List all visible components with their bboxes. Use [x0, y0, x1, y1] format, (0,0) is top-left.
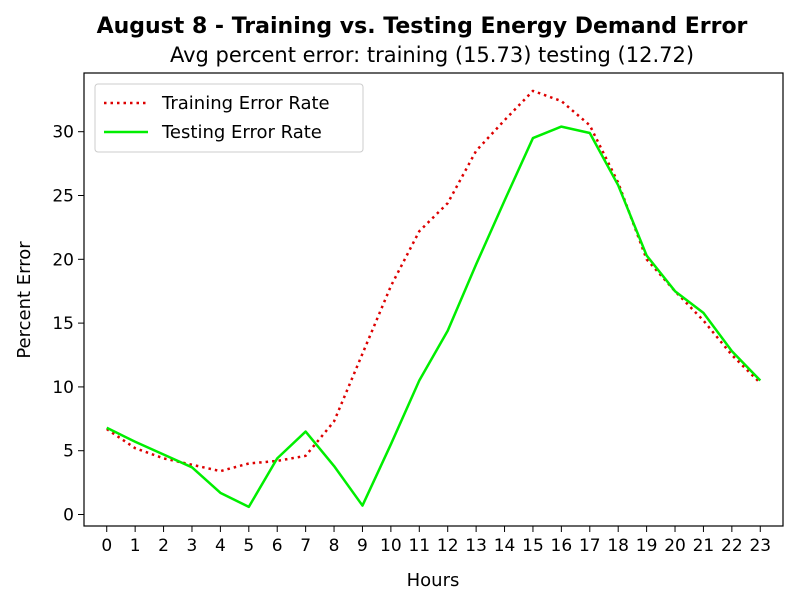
x-tick-label: 9	[357, 536, 368, 556]
y-tick-label: 20	[52, 250, 74, 270]
legend-label-training: Training Error Rate	[161, 93, 330, 114]
y-tick-label: 25	[52, 187, 74, 207]
x-tick-label: 16	[551, 536, 573, 556]
x-axis: 0 1 2 3 4 5 6 7 8 9 10 11 12 13 14 15 16 17 18 19 20 21 22 23	[101, 526, 771, 556]
x-axis-label: Hours	[407, 570, 460, 591]
y-tick-label: 5	[63, 442, 74, 462]
x-tick-label: 21	[693, 536, 715, 556]
x-tick-label: 18	[607, 536, 629, 556]
y-axis-label: Percent Error	[14, 241, 35, 359]
x-tick-label: 19	[636, 536, 658, 556]
x-tick-label: 8	[329, 536, 340, 556]
series-layer	[106, 89, 762, 509]
x-tick-label: 14	[494, 536, 516, 556]
legend-label-testing: Testing Error Rate	[161, 122, 322, 143]
y-axis: 0 5 10 15 20 25 30	[52, 123, 84, 526]
y-tick-label: 10	[52, 378, 74, 398]
chart-subtitle: Avg percent error: training (15.73) test…	[170, 43, 694, 67]
chart-title: August 8 - Training vs. Testing Energy D…	[97, 14, 748, 39]
x-tick-label: 23	[749, 536, 771, 556]
x-tick-label: 5	[243, 536, 254, 556]
x-tick-label: 13	[465, 536, 487, 556]
x-tick-label: 10	[380, 536, 402, 556]
series-line-0	[106, 89, 762, 473]
y-tick-label: 0	[63, 506, 74, 526]
x-tick-label: 12	[437, 536, 459, 556]
x-tick-label: 20	[664, 536, 686, 556]
x-tick-label: 15	[522, 536, 544, 556]
x-tick-label: 11	[408, 536, 430, 556]
x-tick-label: 17	[579, 536, 601, 556]
x-tick-label: 2	[158, 536, 169, 556]
legend-box	[94, 83, 364, 153]
x-tick-label: 0	[101, 536, 112, 556]
y-tick-label: 30	[52, 123, 74, 143]
x-tick-label: 22	[721, 536, 743, 556]
x-tick-label: 6	[272, 536, 283, 556]
x-tick-label: 7	[300, 536, 311, 556]
y-tick-label: 15	[52, 314, 74, 334]
series-line-1	[106, 125, 762, 509]
x-tick-label: 3	[187, 536, 198, 556]
legend: Training Error Rate Testing Error Rate	[94, 83, 364, 153]
x-tick-label: 1	[130, 536, 141, 556]
x-tick-label: 4	[215, 536, 226, 556]
